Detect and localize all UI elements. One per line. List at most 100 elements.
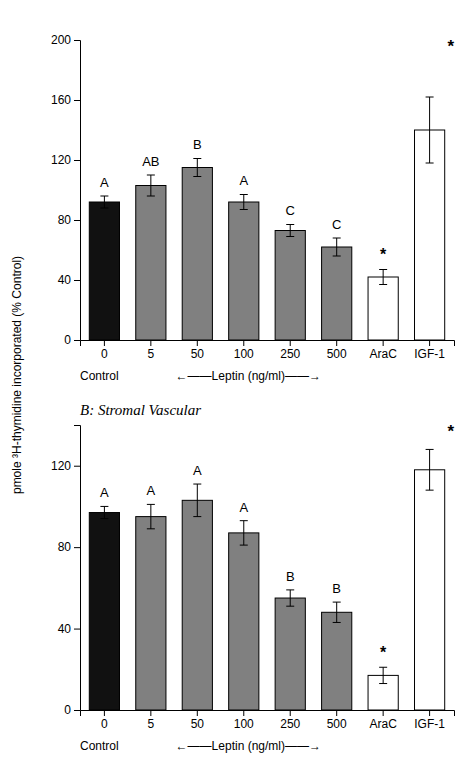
tick-label: 500 [327, 717, 347, 731]
error-bar [333, 602, 341, 622]
error-cap [333, 238, 341, 239]
error-cap [240, 520, 248, 521]
tick-label: 100 [234, 717, 254, 731]
tick-label: 5 [148, 347, 155, 361]
error-stem [150, 175, 151, 196]
bar-label: A [147, 483, 156, 498]
error-cap [100, 196, 108, 197]
bar [415, 470, 445, 710]
error-cap [379, 269, 387, 270]
error-cap [147, 196, 155, 197]
error-stem [150, 504, 151, 528]
error-cap [426, 490, 434, 491]
error-cap [379, 667, 387, 668]
error-cap [379, 284, 387, 285]
error-cap [333, 602, 341, 603]
annotation: Control [80, 369, 119, 383]
tick-mark [74, 220, 80, 221]
error-bar [426, 97, 434, 163]
chart-root: 040801201602000550100250500AraCIGF-1AABB… [0, 0, 474, 784]
error-cap [147, 504, 155, 505]
error-cap [193, 176, 201, 177]
error-stem [290, 590, 291, 606]
tick: 500 [327, 340, 347, 361]
y-axis: 04080120 [51, 426, 81, 718]
error-cap [426, 163, 434, 164]
error-bar [100, 506, 108, 518]
error-bar [240, 521, 248, 545]
bar [275, 231, 305, 341]
tick-mark [383, 340, 384, 346]
error-cap [286, 606, 294, 607]
y-axis-title: pmole ³H-thymidine incorporated (% Contr… [10, 256, 24, 494]
tick-label: AraC [369, 347, 397, 361]
tick: 120 [51, 153, 80, 167]
bar [322, 612, 352, 710]
error-cap [286, 224, 294, 225]
error-stem [104, 196, 105, 208]
error-cap [193, 516, 201, 517]
tick-mark [74, 160, 80, 161]
tick-label: 40 [58, 622, 72, 636]
error-cap [100, 506, 108, 507]
tick: AraC [369, 340, 397, 361]
error-stem [290, 225, 291, 237]
tick: 5 [148, 710, 155, 731]
tick-mark [197, 710, 198, 716]
error-cap [100, 208, 108, 209]
bar-label: * [380, 246, 387, 263]
tick-label: 120 [51, 153, 71, 167]
tick-mark [290, 340, 291, 346]
tick: 80 [58, 213, 80, 227]
tick: 80 [58, 540, 80, 554]
tick-label: 80 [58, 540, 72, 554]
error-bar [240, 195, 248, 210]
error-stem [336, 602, 337, 622]
error-stem [197, 159, 198, 177]
bar [89, 202, 119, 340]
tick: 50 [191, 340, 205, 361]
bar-label: B [332, 581, 341, 596]
tick: 0 [101, 710, 108, 731]
x-axis: 0550100250500AraCIGF-1 [81, 710, 455, 731]
tick-mark [74, 629, 80, 630]
tick-label: AraC [369, 717, 397, 731]
axis-line [81, 341, 455, 347]
tick-mark [74, 547, 80, 548]
error-stem [197, 484, 198, 517]
error-cap [240, 194, 248, 195]
error-stem [383, 667, 384, 683]
tick: 5 [148, 340, 155, 361]
tick-label: 200 [51, 33, 71, 47]
bar-label: C [332, 217, 341, 232]
tick: 120 [51, 459, 80, 473]
tick: 100 [234, 710, 254, 731]
tick-label: 100 [234, 347, 254, 361]
tick-mark [150, 340, 151, 346]
error-bar [193, 159, 201, 177]
tick: IGF-1 [414, 340, 445, 361]
error-cap [379, 683, 387, 684]
bar [182, 168, 212, 341]
bar-label: * [380, 644, 387, 661]
annotation: * [447, 422, 454, 441]
error-stem [243, 521, 244, 545]
tick: 0 [64, 333, 80, 347]
bar [136, 186, 166, 341]
panel: 040801200550100250500AraCIGF-1AAAABB*Con… [51, 402, 455, 753]
tick-mark [74, 100, 80, 101]
tick: 160 [51, 93, 80, 107]
error-cap [333, 256, 341, 257]
error-cap [240, 209, 248, 210]
axis-line [74, 41, 81, 341]
y-axis: 0 40 80 120 160 200 [51, 33, 81, 347]
tick-mark [150, 710, 151, 716]
tick-label: 250 [280, 347, 300, 361]
error-cap [286, 589, 294, 590]
tick-label: 40 [58, 273, 72, 287]
tick-label: 80 [58, 213, 72, 227]
bar-label: A [193, 463, 202, 478]
tick: 500 [327, 710, 347, 731]
annotation: ←——Leptin (ng/ml)——→ [176, 369, 321, 383]
error-cap [426, 97, 434, 98]
